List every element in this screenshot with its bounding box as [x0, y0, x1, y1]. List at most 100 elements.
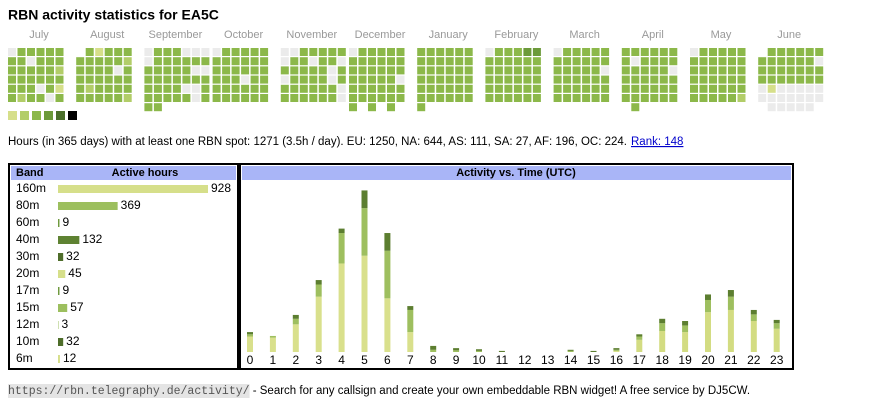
day-cell — [631, 84, 640, 93]
x-tick-label: 11 — [496, 353, 509, 367]
hours-header: Active hours — [112, 167, 179, 179]
rank-link[interactable]: Rank: 148 — [631, 136, 683, 148]
day-cell — [17, 66, 26, 75]
day-cell — [621, 57, 630, 66]
bar-segment — [613, 350, 620, 352]
day-cell — [709, 57, 717, 66]
day-cell — [485, 84, 494, 93]
day-cell — [114, 75, 123, 84]
day-cell — [114, 84, 123, 93]
day-cell — [337, 66, 346, 75]
day-cell — [46, 57, 54, 66]
day-cell — [260, 57, 269, 66]
month-label: April — [642, 29, 664, 41]
bar-segment — [430, 349, 437, 352]
day-cell — [553, 48, 562, 56]
bar-segment — [315, 280, 322, 285]
day-cell — [337, 75, 346, 84]
day-cell — [786, 94, 795, 102]
day-cell — [572, 84, 581, 93]
day-cell — [445, 75, 454, 84]
day-cell — [805, 66, 814, 75]
day-cell — [27, 84, 35, 93]
bar-segment — [636, 334, 643, 337]
day-cell — [659, 75, 668, 84]
day-cell — [212, 84, 221, 93]
bar-segment — [773, 328, 780, 352]
day-cell — [260, 75, 269, 84]
day-cell — [445, 57, 454, 66]
day-cell — [815, 75, 824, 84]
day-cell — [572, 66, 581, 75]
day-cell — [8, 94, 16, 102]
band-value: 12 — [63, 351, 77, 365]
day-cell — [368, 94, 376, 102]
day-cell — [309, 48, 318, 56]
band-bar — [58, 219, 60, 227]
day-cell — [55, 66, 64, 75]
day-cell — [494, 48, 503, 56]
bar-segment — [292, 314, 299, 319]
day-cell — [523, 75, 532, 84]
day-cell — [114, 94, 123, 102]
day-cell — [337, 84, 346, 93]
day-cell — [786, 57, 795, 66]
band-label: 20m — [16, 266, 39, 280]
day-cell — [709, 66, 717, 75]
day-cell — [95, 48, 104, 56]
day-cell — [17, 94, 26, 102]
day-cell — [250, 84, 259, 93]
day-cell — [728, 48, 736, 56]
day-cell — [582, 66, 591, 75]
day-cell — [805, 94, 814, 102]
day-cell — [436, 84, 445, 93]
day-cell — [241, 48, 250, 56]
day-cell — [572, 57, 581, 66]
day-cell — [290, 94, 299, 102]
x-tick-label: 1 — [270, 353, 277, 367]
day-cell — [601, 75, 610, 84]
day-cell — [85, 94, 94, 102]
day-cell — [815, 57, 824, 66]
day-cell — [796, 94, 805, 102]
day-cell — [172, 48, 181, 56]
day-cell — [669, 66, 678, 75]
day-cell — [55, 84, 64, 93]
day-cell — [396, 75, 405, 84]
day-cell — [358, 48, 367, 56]
day-cell — [445, 84, 454, 93]
day-cell — [95, 84, 104, 93]
day-cell — [640, 66, 649, 75]
x-tick-label: 10 — [472, 353, 486, 367]
day-cell — [796, 48, 805, 56]
day-cell — [153, 94, 162, 102]
day-cell — [290, 75, 299, 84]
day-cell — [337, 94, 346, 102]
band-bar — [58, 355, 60, 363]
day-cell — [417, 94, 426, 102]
day-cell — [601, 57, 610, 66]
day-cell — [222, 75, 231, 84]
day-cell — [104, 94, 113, 102]
day-cell — [805, 84, 814, 93]
x-tick-label: 16 — [610, 353, 624, 367]
bar-segment — [705, 312, 711, 352]
day-cell — [728, 57, 736, 66]
title: RBN activity statistics for EA5C — [8, 7, 219, 23]
day-cell — [805, 48, 814, 56]
day-cell — [318, 48, 327, 56]
day-cell — [163, 66, 172, 75]
day-cell — [417, 57, 426, 66]
day-cell — [494, 66, 503, 75]
day-cell — [328, 94, 337, 102]
day-cell — [358, 75, 367, 84]
day-cell — [796, 66, 805, 75]
day-cell — [290, 57, 299, 66]
day-cell — [523, 84, 532, 93]
day-cell — [328, 84, 337, 93]
day-cell — [709, 48, 717, 56]
bar-segment — [498, 350, 505, 352]
day-cell — [104, 66, 113, 75]
day-cell — [153, 75, 162, 84]
day-cell — [553, 75, 562, 84]
